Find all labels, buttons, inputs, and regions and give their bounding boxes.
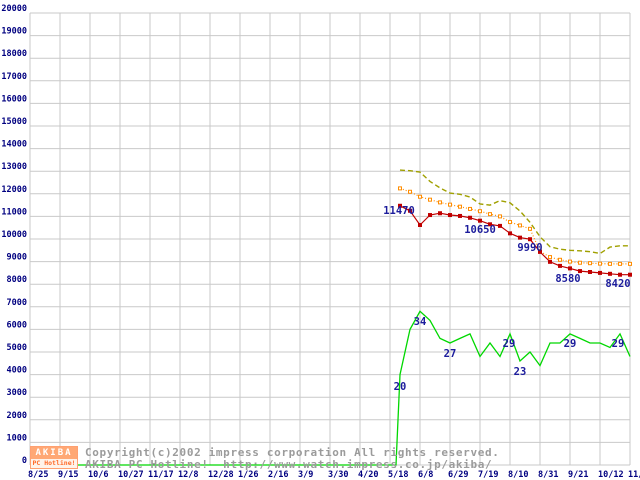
x-axis-label: 8/25: [28, 470, 48, 480]
x-axis-label: 12/8: [178, 470, 198, 480]
x-axis-label: 7/19: [478, 470, 498, 480]
x-axis-label: 8/31: [538, 470, 558, 480]
akiba-logo-title: AKIBA: [31, 447, 77, 459]
y-axis-label: 15000: [1, 117, 27, 127]
y-axis-label: 16000: [1, 94, 27, 104]
x-axis-label: 6/8: [418, 470, 433, 480]
y-axis-label: 2000: [7, 411, 27, 421]
x-axis-label: 1/26: [238, 470, 258, 480]
copyright-block: Copyright(c)2002 impress corporation All…: [85, 446, 500, 470]
y-axis-label: 14000: [1, 140, 27, 150]
akiba-logo: AKIBA PC Hotline!: [30, 446, 78, 469]
y-axis-label: 4000: [7, 366, 27, 376]
y-axis-label: 8000: [7, 275, 27, 285]
y-axis-label: 1000: [7, 433, 27, 443]
y-axis-label: 13000: [1, 162, 27, 172]
x-axis-label: 11/17: [148, 470, 174, 480]
y-axis-label: 19000: [1, 27, 27, 37]
x-axis-label: 9/21: [568, 470, 588, 480]
y-axis-label: 10000: [1, 230, 27, 240]
y-axis-label: 17000: [1, 72, 27, 82]
x-axis-label: 9/15: [58, 470, 78, 480]
akiba-logo-subtitle: PC Hotline!: [31, 459, 77, 468]
x-axis-label: 10/6: [88, 470, 108, 480]
x-axis-label: 2/16: [268, 470, 288, 480]
x-axis-label: 8/10: [508, 470, 528, 480]
y-axis-label: 9000: [7, 253, 27, 263]
y-axis-label: 18000: [1, 49, 27, 59]
x-axis-label: 5/18: [388, 470, 408, 480]
y-axis-label: 6000: [7, 320, 27, 330]
x-axis-label: 12/28: [208, 470, 234, 480]
copyright-line-1: Copyright(c)2002 impress corporation All…: [85, 446, 500, 459]
x-axis-label: 3/30: [328, 470, 348, 480]
x-axis-label: 3/9: [298, 470, 313, 480]
y-axis-label: 20000: [1, 4, 27, 14]
x-axis-label: 4/20: [358, 470, 378, 480]
copyright-line-2: AKIBA PC Hotline! http://www.watch.impre…: [85, 457, 493, 471]
x-axis-label: 11/2: [628, 470, 640, 480]
y-axis-label: 12000: [1, 185, 27, 195]
y-axis-label: 7000: [7, 298, 27, 308]
y-axis-label: 11000: [1, 207, 27, 217]
x-axis-label: 6/29: [448, 470, 468, 480]
y-axis-label: 5000: [7, 343, 27, 353]
footer: AKIBA PC Hotline! Copyright(c)2002 impre…: [30, 446, 500, 470]
y-axis-label: 3000: [7, 388, 27, 398]
x-axis-label: 10/27: [118, 470, 144, 480]
y-axis-label: 0: [22, 456, 27, 466]
x-axis-label: 10/12: [598, 470, 624, 480]
